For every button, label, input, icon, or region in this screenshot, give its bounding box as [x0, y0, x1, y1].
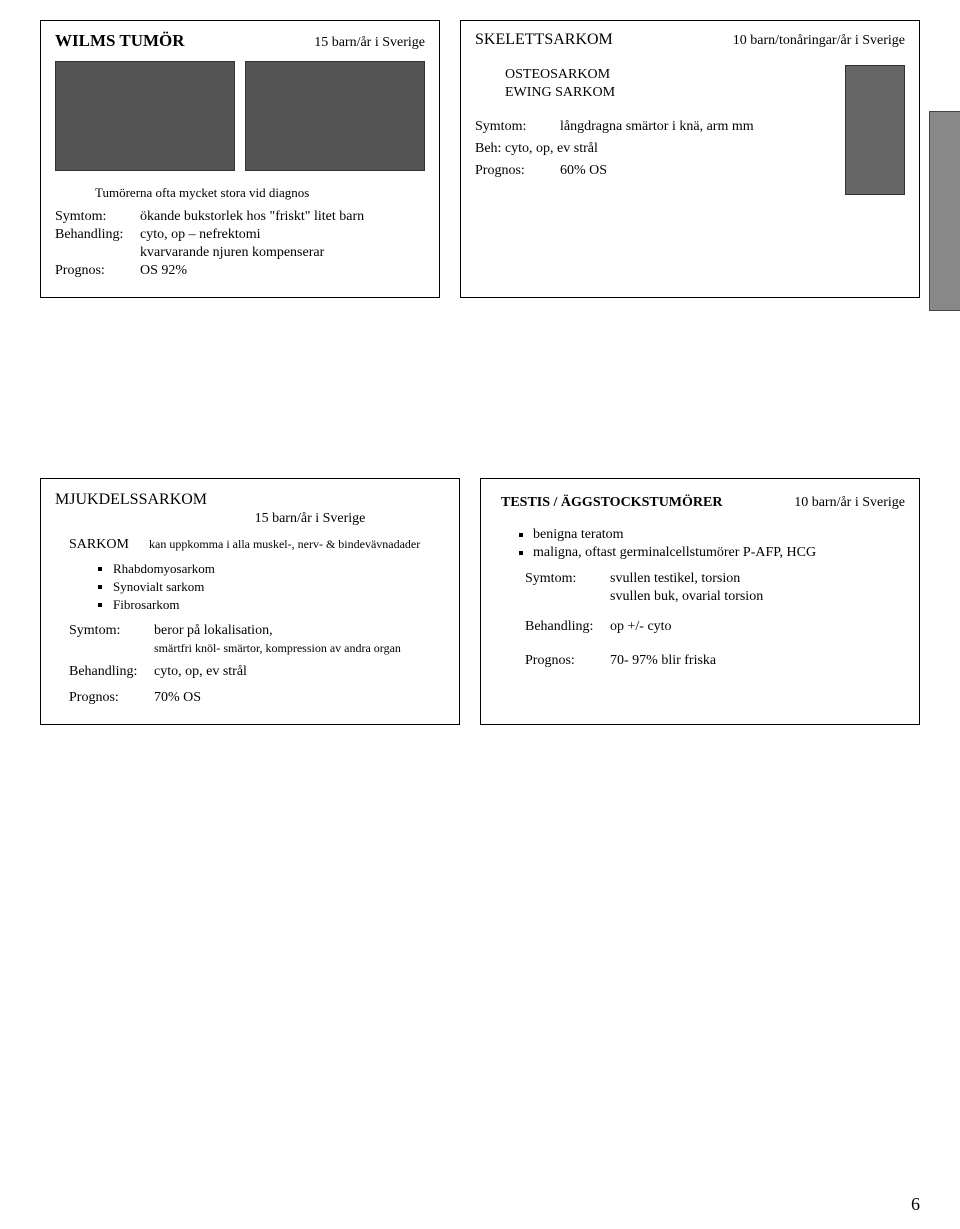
mjukdel-prognos-label: Prognos: — [69, 690, 154, 706]
panel-skelett: SKELETTSARKOM 10 barn/tonåringar/år i Sv… — [460, 20, 920, 298]
mjukdel-subtitle: 15 barn/år i Sverige — [255, 511, 366, 527]
ct-image-1 — [55, 61, 235, 171]
skelett-symtom-label: Symtom: — [475, 119, 560, 135]
wilms-beh2: kvarvarande njuren kompenserar — [140, 245, 324, 261]
testis-b1: benigna teratom — [533, 527, 905, 543]
skelett-prognos: 60% OS — [560, 163, 607, 179]
wilms-intro: Tumörerna ofta mycket stora vid diagnos — [95, 185, 309, 201]
mjukdel-sarkom-label: SARKOM — [69, 537, 149, 553]
testis-beh-label: Behandling: — [525, 619, 610, 635]
skelett-prognos-label: Prognos: — [475, 163, 560, 179]
skelett-title: SKELETTSARKOM — [475, 31, 613, 49]
testis-symtom2: svullen buk, ovarial torsion — [610, 589, 763, 605]
mjukdel-beh: cyto, op, ev strål — [154, 664, 247, 680]
skelett-sub1: OSTEOSARKOM — [505, 67, 805, 83]
wilms-prognos-label: Prognos: — [55, 263, 140, 279]
mjukdel-prognos: 70% OS — [154, 690, 201, 706]
page-number: 6 — [911, 1194, 920, 1215]
wilms-images — [55, 61, 425, 171]
wilms-beh1: cyto, op – nefrektomi — [140, 227, 261, 243]
xray-image — [929, 111, 960, 311]
testis-subtitle: 10 barn/år i Sverige — [794, 495, 905, 511]
wilms-beh-label: Behandling: — [55, 227, 140, 243]
mri-image — [845, 65, 905, 195]
panel-wilms: WILMS TUMÖR 15 barn/år i Sverige Tumörer… — [40, 20, 440, 298]
testis-title: TESTIS / ÄGGSTOCKSTUMÖRER — [501, 495, 722, 511]
wilms-prognos: OS 92% — [140, 263, 187, 279]
testis-bullets: benigna teratom maligna, oftast germinal… — [495, 527, 905, 561]
mjukdel-title: MJUKDELSSARKOM — [55, 491, 207, 509]
row-bottom: MJUKDELSSARKOM 15 barn/år i Sverige SARK… — [40, 478, 920, 725]
mjukdel-bullets: Rhabdomyosarkom Synovialt sarkom Fibrosa… — [55, 561, 445, 613]
mjukdel-b1: Rhabdomyosarkom — [113, 561, 445, 577]
mjukdel-b3: Fibrosarkom — [113, 597, 445, 613]
testis-prognos-label: Prognos: — [525, 653, 610, 669]
skelett-symtom: långdragna smärtor i knä, arm mm — [560, 119, 754, 135]
testis-symtom-label: Symtom: — [525, 571, 610, 587]
ct-image-2 — [245, 61, 425, 171]
testis-symtom1: svullen testikel, torsion — [610, 571, 740, 587]
skelett-subtitle: 10 barn/tonåringar/år i Sverige — [733, 33, 905, 49]
testis-prognos: 70- 97% blir friska — [610, 653, 716, 669]
wilms-symtom: ökande bukstorlek hos "friskt" litet bar… — [140, 209, 364, 225]
panel-mjukdel: MJUKDELSSARKOM 15 barn/år i Sverige SARK… — [40, 478, 460, 725]
testis-beh: op +/- cyto — [610, 619, 672, 635]
panel-testis: TESTIS / ÄGGSTOCKSTUMÖRER 10 barn/år i S… — [480, 478, 920, 725]
mjukdel-symtom1: beror på lokalisation, — [154, 623, 273, 639]
wilms-symtom-label: Symtom: — [55, 209, 140, 225]
mjukdel-b2: Synovialt sarkom — [113, 579, 445, 595]
wilms-title: WILMS TUMÖR — [55, 31, 185, 51]
wilms-subtitle: 15 barn/år i Sverige — [314, 35, 425, 51]
skelett-sub2: EWING SARKOM — [505, 85, 805, 101]
row-top: WILMS TUMÖR 15 barn/år i Sverige Tumörer… — [40, 20, 920, 298]
mjukdel-sarkom-text: kan uppkomma i alla muskel-, nerv- & bin… — [149, 537, 420, 553]
testis-b2: maligna, oftast germinalcellstumörer P-A… — [533, 545, 905, 561]
mjukdel-symtom-label: Symtom: — [69, 623, 154, 639]
skelett-beh: Beh: cyto, op, ev strål — [475, 141, 598, 157]
mjukdel-beh-label: Behandling: — [69, 664, 154, 680]
mjukdel-symtom2: smärtfri knöl- smärtor, kompression av a… — [154, 641, 401, 656]
